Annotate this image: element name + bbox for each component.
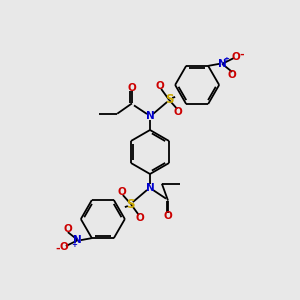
- Text: O: O: [156, 81, 164, 91]
- Text: +: +: [71, 242, 77, 248]
- Text: +: +: [223, 56, 229, 62]
- Text: N: N: [146, 183, 154, 193]
- Text: N: N: [218, 59, 226, 69]
- Text: O: O: [232, 52, 241, 62]
- Text: -: -: [56, 244, 60, 254]
- Text: S: S: [127, 198, 135, 211]
- Text: O: O: [64, 224, 72, 234]
- Text: O: O: [136, 213, 144, 223]
- Text: O: O: [164, 211, 172, 220]
- Text: O: O: [59, 242, 68, 252]
- Text: O: O: [118, 187, 126, 197]
- Text: S: S: [165, 93, 173, 106]
- Text: N: N: [74, 235, 82, 245]
- Text: -: -: [240, 50, 244, 60]
- Text: O: O: [128, 83, 136, 93]
- Text: O: O: [228, 70, 236, 80]
- Text: N: N: [146, 111, 154, 121]
- Text: O: O: [174, 107, 182, 117]
